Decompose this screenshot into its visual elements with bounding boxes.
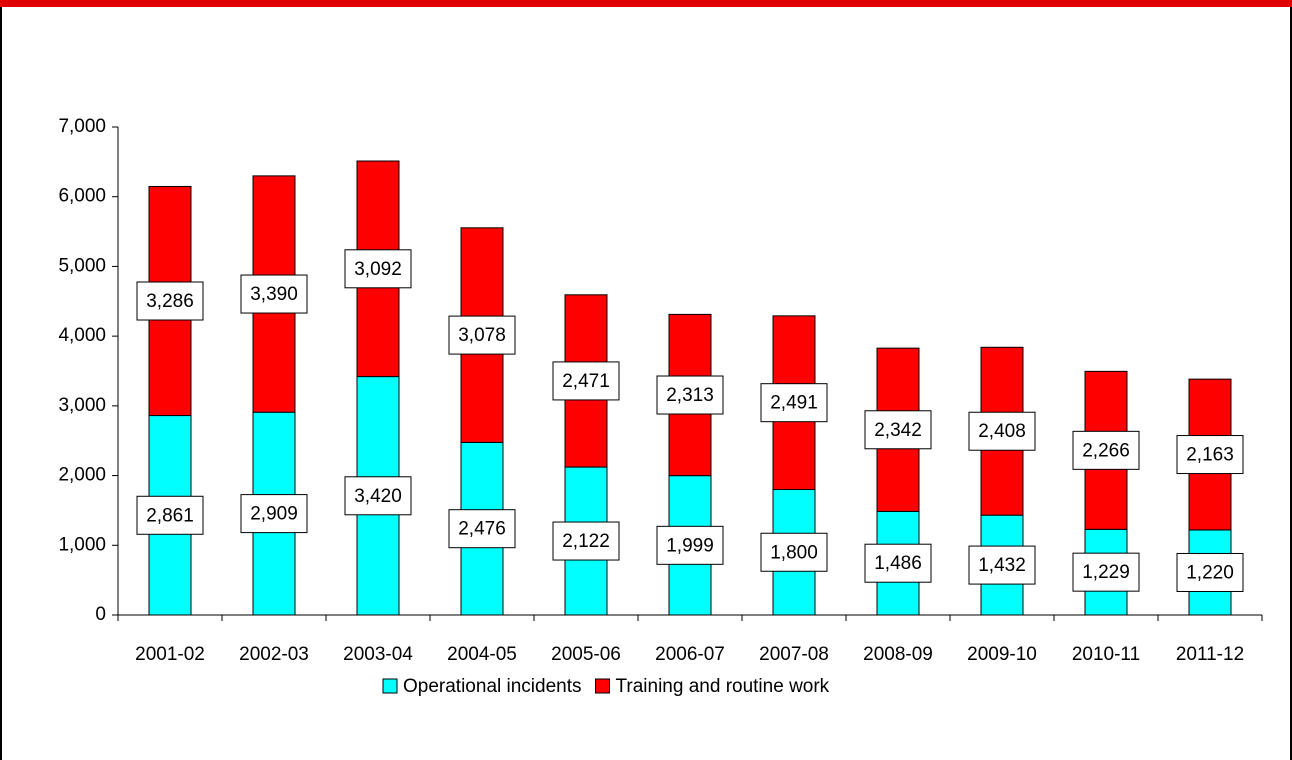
x-tick-label: 2007-08 (759, 644, 829, 665)
value-label-box (344, 249, 412, 289)
value-label-box (656, 375, 724, 415)
value-label-box (552, 361, 620, 401)
value-label-box (240, 274, 308, 314)
x-tick-label: 2002-03 (239, 644, 309, 665)
value-label-box (1072, 430, 1140, 470)
value-label: 1,229 (1082, 562, 1130, 583)
legend-swatch (382, 678, 398, 694)
value-label: 2,122 (562, 531, 610, 552)
y-tick-label: 6,000 (58, 186, 106, 207)
x-tick-label: 2010-11 (1072, 644, 1140, 665)
value-label: 2,491 (770, 393, 818, 414)
y-tick-label: 1,000 (58, 534, 106, 555)
value-label: 1,432 (978, 555, 1026, 576)
value-label-box (656, 525, 724, 565)
value-label: 2,861 (146, 505, 194, 526)
value-label: 1,220 (1186, 562, 1234, 583)
y-tick-label: 2,000 (58, 465, 106, 486)
y-tick-label: 7,000 (58, 116, 106, 137)
value-label: 2,342 (874, 420, 922, 441)
value-label: 3,420 (354, 486, 402, 507)
y-tick-label: 4,000 (58, 325, 106, 346)
value-label: 3,286 (146, 291, 194, 312)
value-label-box (552, 521, 620, 561)
value-label-box (240, 494, 308, 534)
value-label-box (344, 476, 412, 516)
x-tick-label: 2008-09 (863, 644, 933, 665)
value-label: 2,909 (250, 504, 298, 525)
value-label-box (968, 411, 1036, 451)
value-label-box (760, 532, 828, 572)
x-tick-label: 2011-12 (1176, 644, 1244, 665)
value-label-box (968, 545, 1036, 585)
value-label: 2,266 (1082, 440, 1130, 461)
value-label: 1,486 (874, 553, 922, 574)
x-tick-label: 2006-07 (655, 644, 725, 665)
x-tick-label: 2005-06 (551, 644, 621, 665)
value-label-box (448, 315, 516, 355)
value-label: 2,408 (978, 421, 1026, 442)
x-tick-label: 2003-04 (343, 644, 413, 665)
value-label-box (448, 509, 516, 549)
legend-swatch (595, 678, 610, 694)
x-tick-label: 2001-02 (135, 644, 205, 665)
top-band (0, 0, 1292, 7)
legend-label: Training and routine work (616, 676, 830, 697)
value-label-box (864, 410, 932, 450)
value-label: 2,476 (458, 519, 506, 540)
legend-label: Operational incidents (403, 676, 582, 697)
value-label: 1,800 (770, 542, 818, 563)
value-label-box (760, 383, 828, 423)
value-label: 2,313 (666, 385, 714, 406)
value-label-box (136, 281, 204, 321)
value-label: 3,092 (354, 259, 402, 280)
value-label: 3,078 (458, 325, 506, 346)
value-label-box (1072, 552, 1140, 592)
y-tick-label: 0 (95, 604, 106, 625)
x-tick-label: 2004-05 (447, 644, 517, 665)
y-tick-label: 5,000 (58, 255, 106, 276)
y-tick-label: 3,000 (58, 395, 106, 416)
value-label-box (136, 495, 204, 535)
value-label-box (864, 543, 932, 583)
value-label: 1,999 (666, 535, 714, 556)
value-label-box (1176, 435, 1244, 475)
value-label: 2,471 (562, 371, 610, 392)
value-label: 2,163 (1186, 445, 1234, 466)
x-tick-label: 2009-10 (967, 644, 1037, 665)
value-label: 3,390 (250, 284, 298, 305)
value-label-box (1176, 552, 1244, 592)
